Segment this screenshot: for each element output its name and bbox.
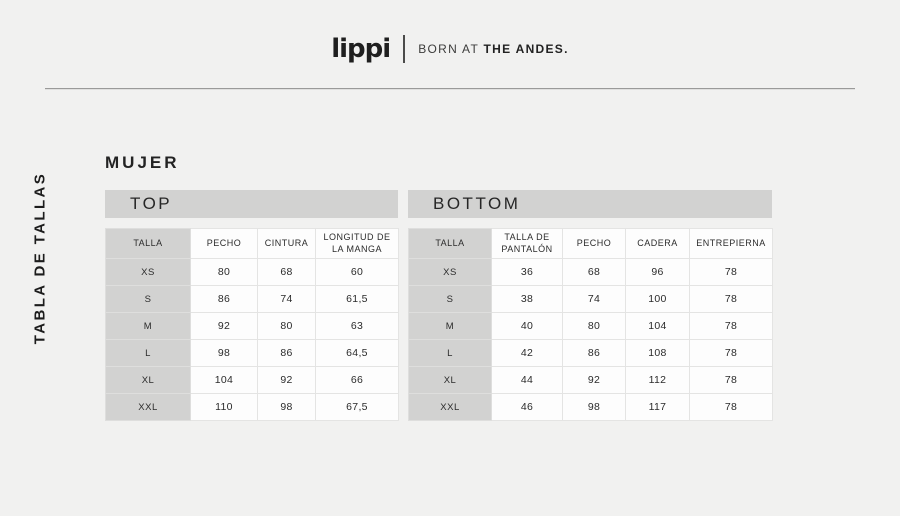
value-cell: 61,5: [315, 285, 399, 313]
table-header-row: TALLA TALLA DE PANTALÓN PECHO CADERA ENTREPI…: [408, 228, 773, 259]
value-cell: 42: [491, 339, 563, 367]
value-cell: 108: [625, 339, 690, 367]
size-cell: XS: [105, 258, 191, 286]
top-chart-title-band: TOP: [105, 190, 398, 218]
value-cell: 67,5: [315, 393, 399, 421]
value-cell: 92: [562, 366, 626, 394]
measure-column-header: CADERA: [625, 228, 690, 259]
value-cell: 104: [190, 366, 258, 394]
value-cell: 86: [562, 339, 626, 367]
bottom-size-table: TALLA TALLA DE PANTALÓN PECHO CADERA ENTREPI…: [408, 228, 773, 421]
bottom-size-chart: BOTTOM TALLA TALLA DE PANTALÓN PECHO CADERA…: [408, 190, 773, 421]
table-row: XXL 110 98 67,5: [105, 393, 399, 421]
measure-column-header: CINTURA: [257, 228, 316, 259]
value-cell: 68: [257, 258, 316, 286]
table-row: M 40 80 104 78: [408, 312, 773, 340]
size-cell: XL: [408, 366, 492, 394]
table-row: XL 104 92 66: [105, 366, 399, 394]
value-cell: 66: [315, 366, 399, 394]
table-row: XS 80 68 60: [105, 258, 399, 286]
value-cell: 46: [491, 393, 563, 421]
size-column-header: TALLA: [105, 228, 191, 259]
size-cell: XXL: [408, 393, 492, 421]
table-row: XXL 46 98 117 78: [408, 393, 773, 421]
measure-column-header: LONGITUD DE LA MANGA: [315, 228, 399, 259]
size-cell: XL: [105, 366, 191, 394]
brand-tagline: BORN AT THE ANDES.: [418, 42, 569, 56]
size-cell: L: [105, 339, 191, 367]
table-row: S 38 74 100 78: [408, 285, 773, 313]
value-cell: 78: [689, 285, 773, 313]
value-cell: 40: [491, 312, 563, 340]
size-cell: L: [408, 339, 492, 367]
header-divider: [45, 88, 855, 89]
value-cell: 112: [625, 366, 690, 394]
size-cell: S: [105, 285, 191, 313]
value-cell: 74: [562, 285, 626, 313]
section-title-mujer: MUJER: [105, 153, 180, 172]
value-cell: 60: [315, 258, 399, 286]
tabla-de-tallas-label: TABLA DE TALLAS: [31, 171, 49, 345]
bottom-chart-title: BOTTOM: [433, 194, 521, 213]
table-row: XL 44 92 112 78: [408, 366, 773, 394]
table-row: L 42 86 108 78: [408, 339, 773, 367]
value-cell: 80: [562, 312, 626, 340]
value-cell: 92: [190, 312, 258, 340]
size-column-header: TALLA: [408, 228, 492, 259]
value-cell: 80: [190, 258, 258, 286]
measure-column-header: PECHO: [190, 228, 258, 259]
value-cell: 98: [562, 393, 626, 421]
value-cell: 78: [689, 393, 773, 421]
top-size-table: TALLA PECHO CINTURA LONGITUD DE LA MANGA XS 8…: [105, 228, 399, 421]
size-cell: M: [105, 312, 191, 340]
top-chart-title: TOP: [130, 194, 173, 213]
tagline-bold: THE ANDES.: [483, 42, 569, 56]
measure-column-header: ENTREPIERNA: [689, 228, 773, 259]
value-cell: 86: [190, 285, 258, 313]
value-cell: 64,5: [315, 339, 399, 367]
size-cell: M: [408, 312, 492, 340]
value-cell: 36: [491, 258, 563, 286]
table-row: XS 36 68 96 78: [408, 258, 773, 286]
tagline-regular: BORN AT: [418, 42, 484, 56]
value-cell: 100: [625, 285, 690, 313]
value-cell: 78: [689, 258, 773, 286]
table-row: M 92 80 63: [105, 312, 399, 340]
bottom-chart-title-band: BOTTOM: [408, 190, 772, 218]
size-cell: XXL: [105, 393, 191, 421]
logo-divider: [403, 35, 406, 63]
value-cell: 98: [257, 393, 316, 421]
value-cell: 98: [190, 339, 258, 367]
table-header-row: TALLA PECHO CINTURA LONGITUD DE LA MANGA: [105, 228, 399, 259]
measure-column-header: TALLA DE PANTALÓN: [491, 228, 563, 259]
value-cell: 104: [625, 312, 690, 340]
value-cell: 63: [315, 312, 399, 340]
size-cell: S: [408, 285, 492, 313]
value-cell: 110: [190, 393, 258, 421]
value-cell: 74: [257, 285, 316, 313]
value-cell: 78: [689, 366, 773, 394]
value-cell: 38: [491, 285, 563, 313]
site-header: lippi BORN AT THE ANDES.: [0, 32, 900, 66]
table-row: S 86 74 61,5: [105, 285, 399, 313]
value-cell: 78: [689, 339, 773, 367]
value-cell: 68: [562, 258, 626, 286]
top-size-chart: TOP TALLA PECHO CINTURA LONGITUD DE LA MANG…: [105, 190, 399, 421]
value-cell: 117: [625, 393, 690, 421]
value-cell: 86: [257, 339, 316, 367]
value-cell: 80: [257, 312, 316, 340]
value-cell: 92: [257, 366, 316, 394]
value-cell: 96: [625, 258, 690, 286]
value-cell: 44: [491, 366, 563, 394]
value-cell: 78: [689, 312, 773, 340]
size-charts: MUJER TOP TALLA PECHO CINTURA LONGITUD DE L…: [105, 147, 773, 427]
table-row: L 98 86 64,5: [105, 339, 399, 367]
lippi-logo: lippi: [331, 34, 391, 64]
measure-column-header: PECHO: [562, 228, 626, 259]
size-cell: XS: [408, 258, 492, 286]
